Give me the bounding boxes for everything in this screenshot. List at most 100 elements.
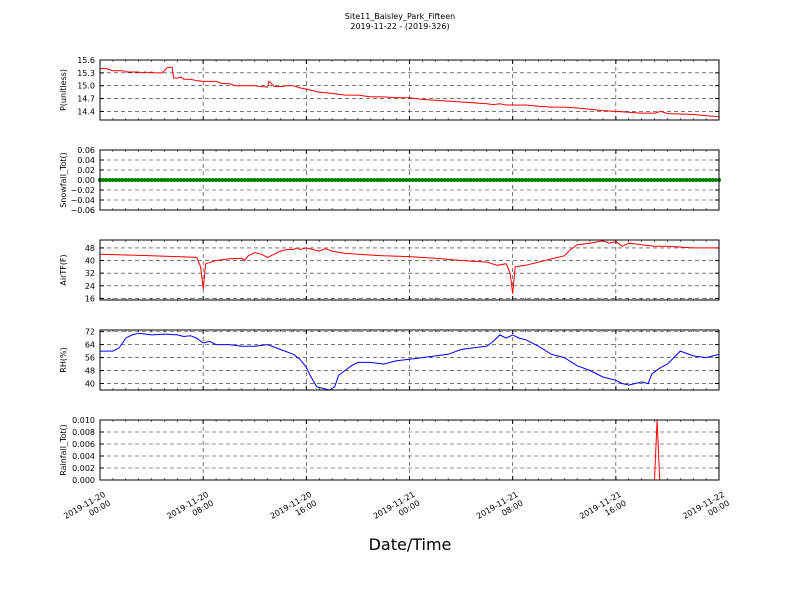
panel-3-frame [99, 329, 720, 391]
panel-1-point [407, 178, 412, 182]
panel-1-point [478, 178, 483, 182]
panel-1-point [652, 178, 657, 182]
panel-1-point [188, 178, 193, 182]
panel-2-ytick-label-3: 24 [85, 282, 95, 291]
panel-1-point [442, 178, 447, 182]
panel-1-point [662, 178, 667, 182]
panel-2: 48 40 32 24 16 AirTF(F) [59, 239, 720, 303]
panel-1-point [343, 178, 348, 182]
panel-1-point [410, 178, 415, 182]
panel-1-point [204, 178, 209, 182]
panel-4-ylabel: Rainfall_Tot() [59, 424, 68, 476]
panel-2-frame [99, 239, 720, 301]
panel-1-point [272, 178, 277, 182]
panel-1-point [710, 178, 715, 182]
panel-1-point [162, 178, 167, 182]
panel-3-ylabel: RH(%) [59, 347, 68, 372]
panel-1-point [365, 178, 370, 182]
panel-1-point [642, 178, 647, 182]
panel-1-ytick-label-0: 0.06 [77, 146, 95, 155]
panel-4-ytick-label-1: 0.008 [72, 428, 95, 437]
panel-1-point [504, 178, 509, 182]
panel-2-ytick-label-0: 48 [85, 244, 95, 253]
panel-1-point [149, 178, 154, 182]
panel-1-ytick-label-4: −0.02 [70, 186, 95, 195]
panel-1-point [114, 178, 119, 182]
panel-1-point [304, 178, 309, 182]
panel-1-point [633, 178, 638, 182]
panel-1-point [320, 178, 325, 182]
panel-1-point [268, 178, 273, 182]
panel-1-point [694, 178, 699, 182]
panel-1-point [607, 178, 612, 182]
panel-1-point [404, 178, 409, 182]
panel-1-point [323, 178, 328, 182]
panel-4-ytick-label-4: 0.002 [72, 464, 95, 473]
panel-1-ytick-label-6: −0.06 [70, 206, 95, 215]
panel-1-point [275, 178, 280, 182]
panel-1-point [201, 178, 206, 182]
panel-1-point [262, 178, 267, 182]
panel-1-point [143, 178, 148, 182]
panel-1-point [658, 178, 663, 182]
panel-1-point [704, 178, 709, 182]
panel-1-point [459, 178, 464, 182]
panel-4-ytick-label-0: 0.010 [72, 416, 95, 425]
panel-1-point [107, 178, 112, 182]
panel-0-series-line [100, 66, 719, 118]
panel-1-point [629, 178, 634, 182]
panel-1-point [655, 178, 660, 182]
x-axis-label: Date/Time [369, 535, 452, 554]
panel-0-ytick-label-1: 15.3 [77, 69, 95, 78]
panel-1-point [675, 178, 680, 182]
panel-1-point [484, 178, 489, 182]
panel-1-point [165, 178, 170, 182]
panel-2-series-line [100, 240, 719, 294]
panel-1-point [359, 178, 364, 182]
panel-1-point [255, 178, 260, 182]
panel-1-point [697, 178, 702, 182]
panel-4: 0.010 0.008 0.006 0.004 0.002 0.000 Rainfall_T… [59, 416, 720, 485]
panel-1-point [591, 178, 596, 182]
panel-1-point [552, 178, 557, 182]
panel-3-series-line [100, 332, 719, 390]
panel-1-point [617, 178, 622, 182]
panel-1-point [526, 178, 531, 182]
panel-1-point [236, 178, 241, 182]
panel-1-point [223, 178, 228, 182]
panel-1-point [420, 178, 425, 182]
panel-1-point [610, 178, 615, 182]
panel-1-point [175, 178, 180, 182]
panel-1-point [297, 178, 302, 182]
panel-1-point [136, 178, 141, 182]
panel-1-point [243, 178, 248, 182]
panel-1-point [104, 178, 109, 182]
panel-1-point [339, 178, 344, 182]
panel-2-ytick-label-2: 32 [85, 269, 95, 278]
panel-4-ytick-label-5: 0.000 [72, 476, 95, 485]
panel-1-point [301, 178, 306, 182]
panel-0: 15.6 15.3 15.0 14.7 14.4 P(unitless) [59, 56, 720, 121]
panel-1-point [513, 178, 518, 182]
panel-1-point [700, 178, 705, 182]
panel-1-point [368, 178, 373, 182]
panel-1-point [678, 178, 683, 182]
panel-1-point [117, 178, 122, 182]
panel-1-point [639, 178, 644, 182]
panel-1-point [426, 178, 431, 182]
panel-1-point [594, 178, 599, 182]
panel-1-point [172, 178, 177, 182]
panel-1-point [568, 178, 573, 182]
panel-1-point [604, 178, 609, 182]
panel-1-ytick-label-2: 0.02 [77, 166, 95, 175]
panel-1-point [156, 178, 161, 182]
panel-1-point [372, 178, 377, 182]
chart-title: Site11_Baisley_Park_Fifteen [345, 12, 455, 21]
panel-1-point [462, 178, 467, 182]
panel-1-point [226, 178, 231, 182]
panel-1-point [588, 178, 593, 182]
panel-1-point [220, 178, 225, 182]
panel-4-frame [99, 419, 720, 481]
panel-1-point [168, 178, 173, 182]
